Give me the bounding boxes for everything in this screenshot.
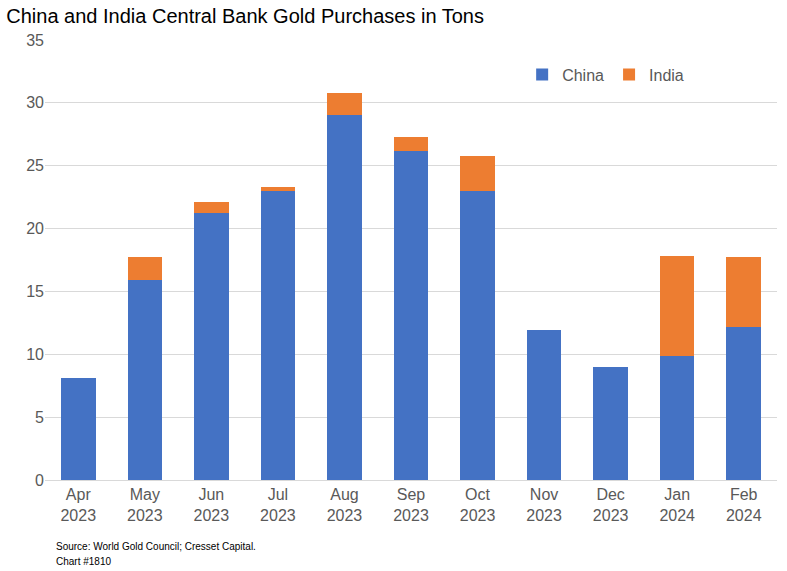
svg-text:India: India bbox=[649, 67, 684, 84]
svg-text:30: 30 bbox=[26, 94, 44, 111]
svg-text:Dec2023: Dec2023 bbox=[593, 486, 629, 524]
svg-text:Apr2023: Apr2023 bbox=[60, 486, 96, 524]
svg-text:10: 10 bbox=[26, 346, 44, 363]
svg-text:Jul2023: Jul2023 bbox=[260, 486, 296, 524]
svg-text:5: 5 bbox=[35, 409, 44, 426]
svg-text:Jun2023: Jun2023 bbox=[194, 486, 230, 524]
svg-text:Aug2023: Aug2023 bbox=[327, 486, 363, 524]
svg-text:Jan2024: Jan2024 bbox=[659, 486, 695, 524]
svg-text:Sep2023: Sep2023 bbox=[393, 486, 429, 524]
svg-text:China and India Central Bank G: China and India Central Bank Gold Purcha… bbox=[6, 5, 484, 27]
svg-text:Oct2023: Oct2023 bbox=[460, 486, 496, 524]
svg-text:20: 20 bbox=[26, 220, 44, 237]
svg-text:China: China bbox=[562, 67, 604, 84]
svg-text:Nov2023: Nov2023 bbox=[526, 486, 562, 524]
svg-text:Feb2024: Feb2024 bbox=[726, 486, 762, 524]
svg-text:0: 0 bbox=[35, 472, 44, 489]
svg-text:35: 35 bbox=[26, 32, 44, 49]
svg-text:Chart #1810: Chart #1810 bbox=[56, 556, 111, 567]
svg-text:25: 25 bbox=[26, 157, 44, 174]
svg-text:15: 15 bbox=[26, 283, 44, 300]
svg-text:Source: World Gold Council; Cr: Source: World Gold Council; Cresset Capi… bbox=[56, 541, 256, 552]
svg-text:May2023: May2023 bbox=[127, 486, 163, 524]
